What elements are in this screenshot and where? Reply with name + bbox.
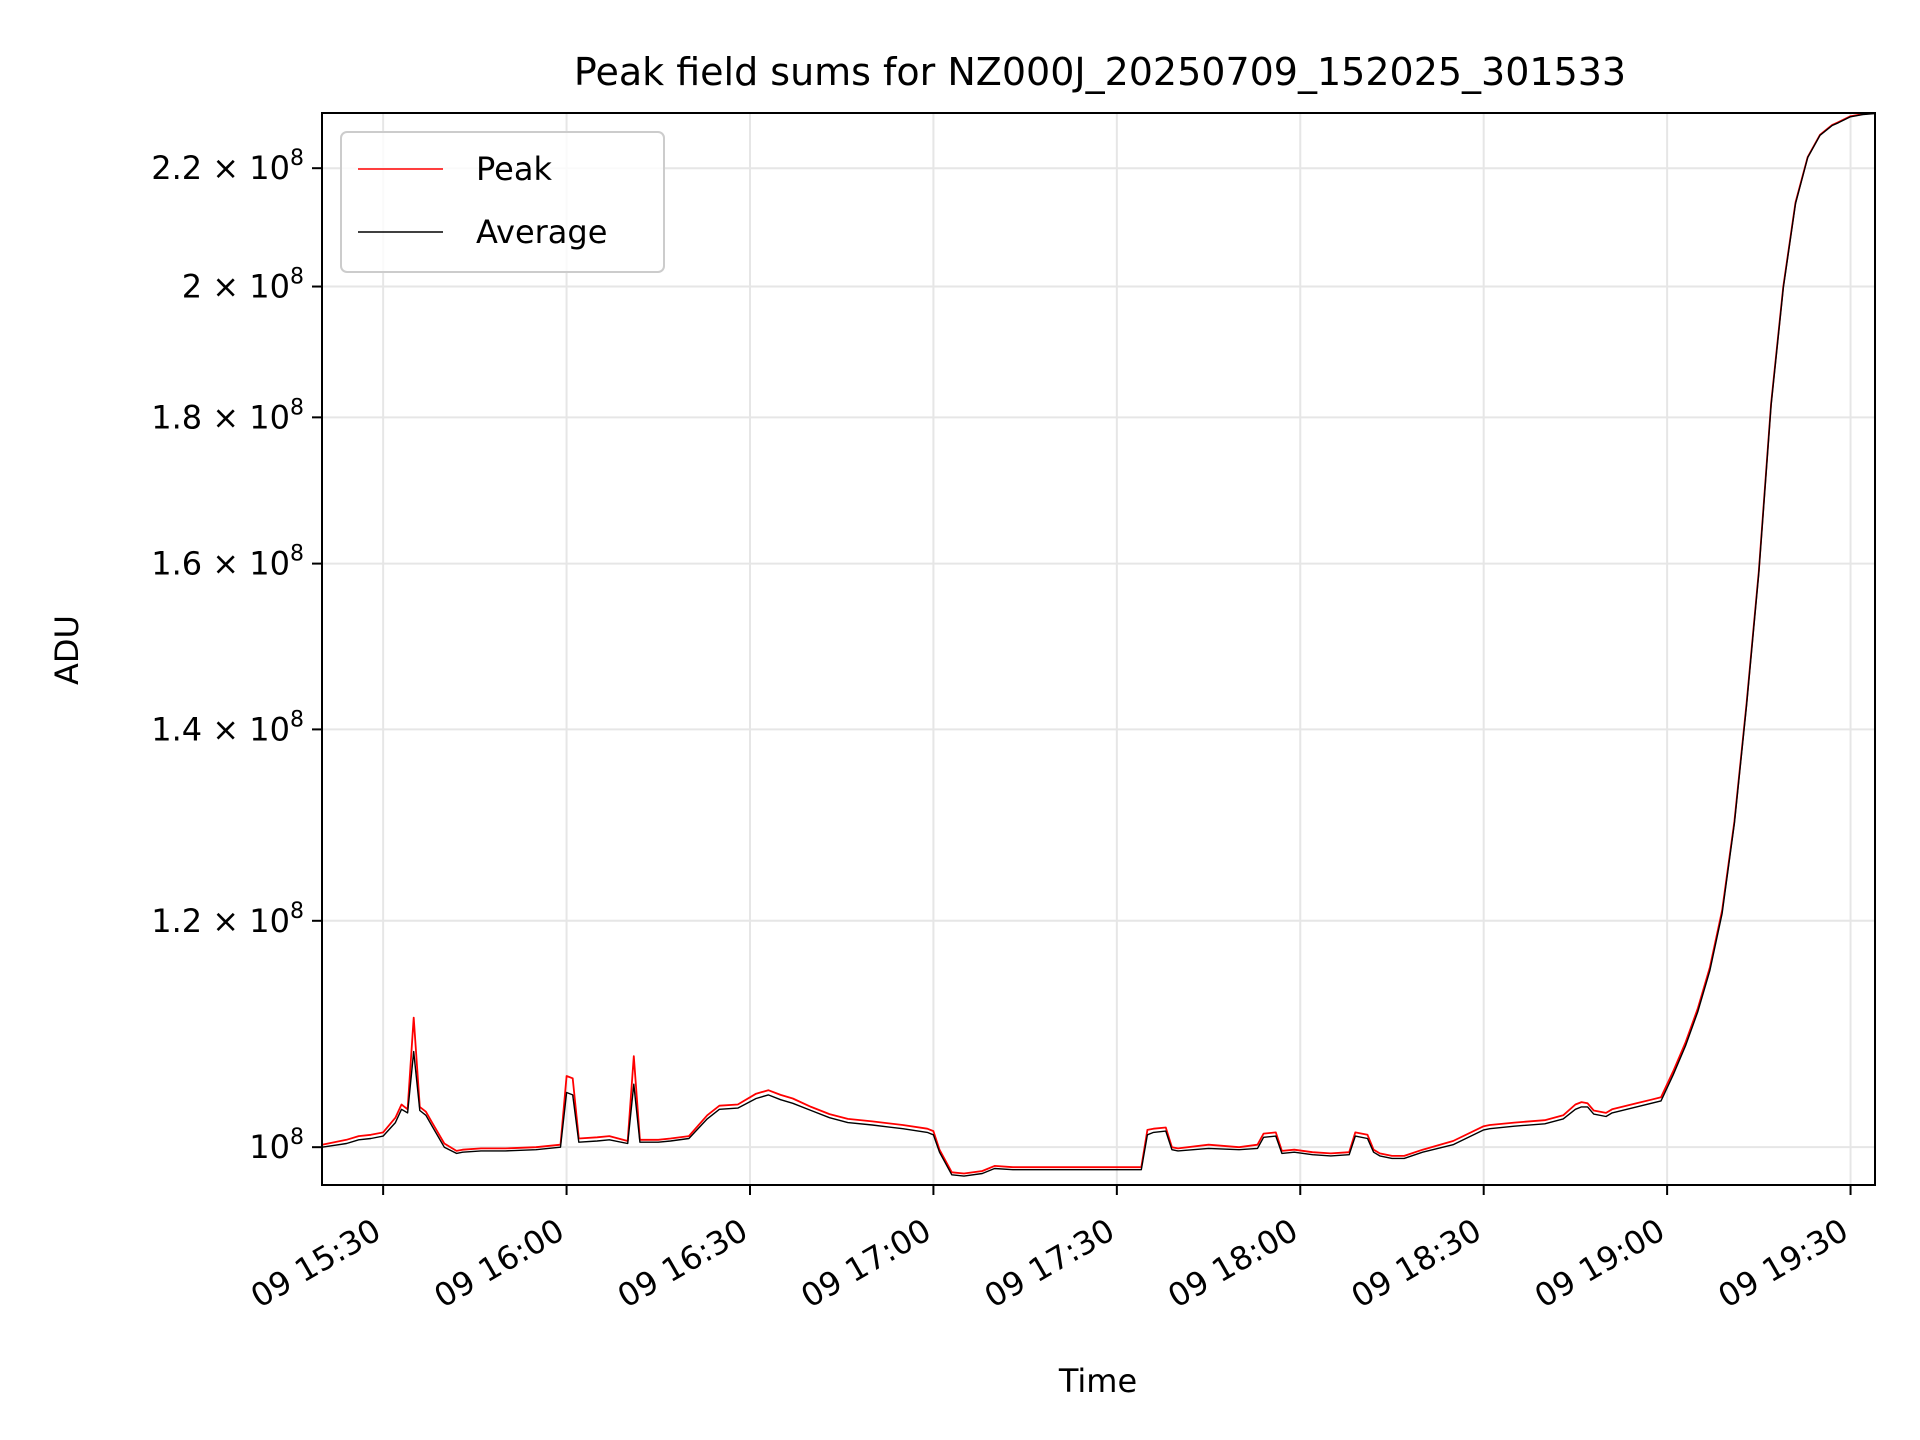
grid — [322, 113, 1875, 1185]
x-axis-label: Time — [1058, 1362, 1137, 1400]
legend-box — [340, 131, 665, 273]
y-tick-label: 1.4 × 108 — [151, 707, 304, 748]
y-tick-label: 108 — [249, 1125, 304, 1166]
y-tick-label: 1.8 × 108 — [151, 395, 304, 436]
y-tick-label: 2 × 108 — [182, 265, 304, 306]
plot-frame — [321, 112, 1876, 1186]
legend: Peak Average — [340, 131, 665, 273]
y-tick-label: 1.6 × 108 — [151, 542, 304, 583]
y-axis-ticks: 108 1.2 × 108 1.4 × 108 1.6 × 108 1.8 × 108 2… — [151, 146, 322, 1166]
series-line-average — [321, 112, 1876, 1177]
y-axis-label: ADU — [48, 615, 86, 685]
legend-label-peak: Peak — [476, 150, 552, 188]
series-group — [321, 112, 1876, 1177]
chart-title: Peak field sums for NZ000J_20250709_1520… — [574, 50, 1626, 94]
legend-label-average: Average — [476, 213, 607, 251]
y-tick-label: 1.2 × 108 — [151, 899, 304, 940]
y-tick-label: 2.2 × 108 — [151, 146, 304, 187]
